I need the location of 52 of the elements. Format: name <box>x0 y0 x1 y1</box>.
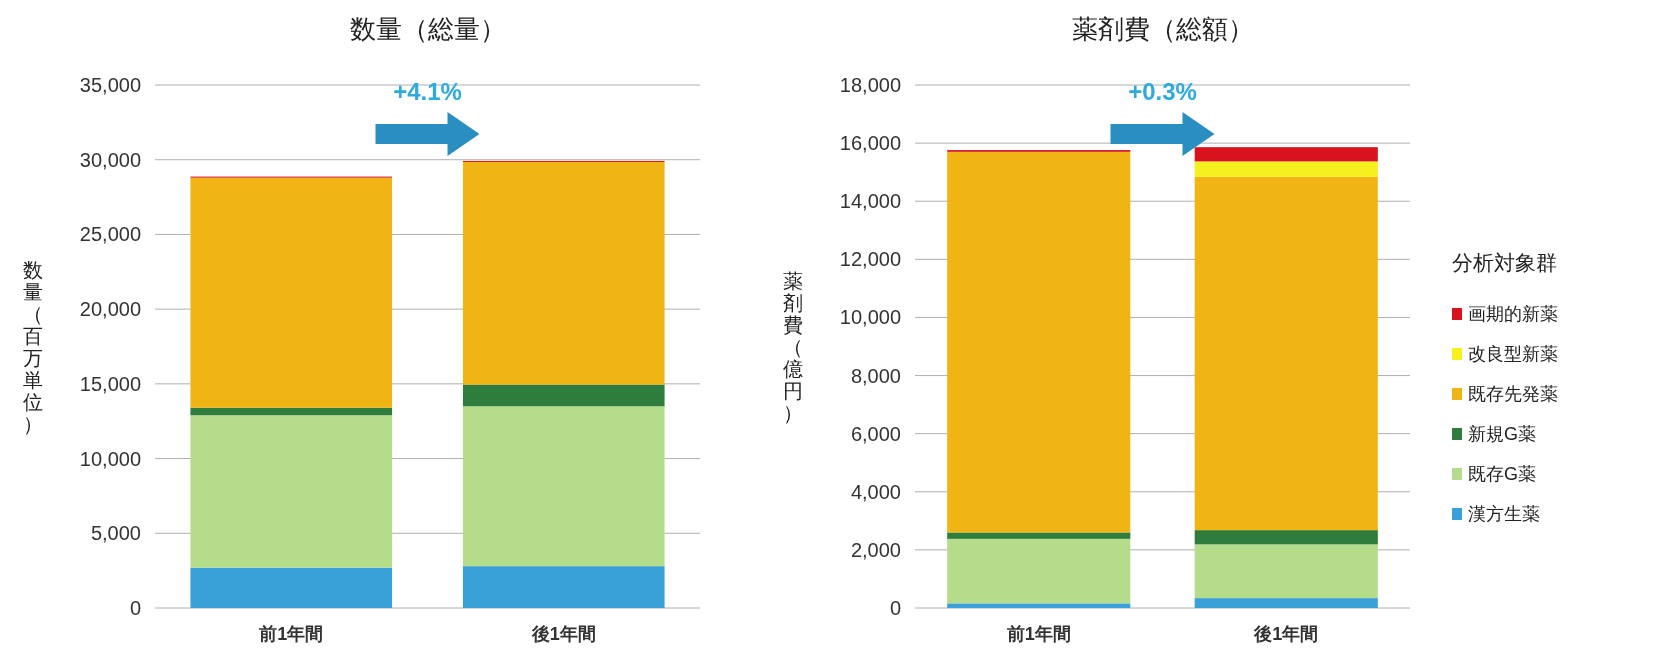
legend-label: 画期的新薬 <box>1468 304 1558 324</box>
x-tick-label: 前1年間 <box>1005 624 1071 644</box>
y-tick-label: 0 <box>889 597 901 619</box>
y-axis-title: 数量（百万単位） <box>23 258 43 435</box>
legend-label: 既存先発薬 <box>1468 384 1558 404</box>
y-tick-label: 16,000 <box>839 132 901 155</box>
annotation: +0.3% <box>1128 78 1197 105</box>
y-tick-label: 25,000 <box>79 223 141 246</box>
y-tick-label: 30,000 <box>79 148 141 171</box>
x-tick-label: 前1年間 <box>258 624 324 644</box>
bar <box>190 415 393 568</box>
y-tick-label: 8,000 <box>850 364 901 387</box>
bar <box>190 567 393 608</box>
y-tick-label: 12,000 <box>839 248 901 271</box>
y-tick-label: 18,000 <box>839 74 901 96</box>
bar <box>1194 530 1378 545</box>
y-tick-label: 35,000 <box>79 74 141 96</box>
bar <box>190 407 393 416</box>
y-tick-label: 5,000 <box>90 522 141 545</box>
legend-label: 改良型新薬 <box>1468 344 1558 364</box>
bar <box>190 177 393 408</box>
y-tick-label: 10,000 <box>839 306 901 329</box>
chart-title: 薬剤費（総額） <box>1071 14 1254 44</box>
y-axis-title: 薬剤費（億円） <box>783 269 803 424</box>
y-tick-label: 6,000 <box>850 422 901 445</box>
y-tick-label: 4,000 <box>850 480 901 503</box>
bar <box>947 538 1131 604</box>
bar <box>947 151 1131 533</box>
y-tick-label: 14,000 <box>839 190 901 213</box>
annotation: +4.1% <box>393 78 462 105</box>
bar <box>1194 176 1378 531</box>
y-tick-label: 20,000 <box>79 298 141 321</box>
y-tick-label: 15,000 <box>79 372 141 395</box>
y-tick-label: 0 <box>129 597 141 619</box>
bar <box>462 406 665 567</box>
legend-title: 分析対象群 <box>1452 251 1557 274</box>
y-tick-label: 10,000 <box>79 447 141 470</box>
bar <box>947 532 1131 539</box>
bar <box>462 161 665 385</box>
legend-label: 漢方生薬 <box>1468 504 1540 524</box>
bar <box>1194 598 1378 608</box>
bar <box>462 384 665 407</box>
bar <box>462 566 665 608</box>
legend-label: 新規G薬 <box>1468 424 1537 444</box>
y-tick-label: 2,000 <box>850 538 901 561</box>
x-tick-label: 後1年間 <box>530 624 596 644</box>
bar <box>1194 544 1378 599</box>
legend-label: 既存G薬 <box>1468 464 1537 484</box>
bar <box>947 603 1131 608</box>
bar <box>1194 161 1378 177</box>
x-tick-label: 後1年間 <box>1253 624 1319 644</box>
chart-title: 数量（総量） <box>349 14 506 44</box>
